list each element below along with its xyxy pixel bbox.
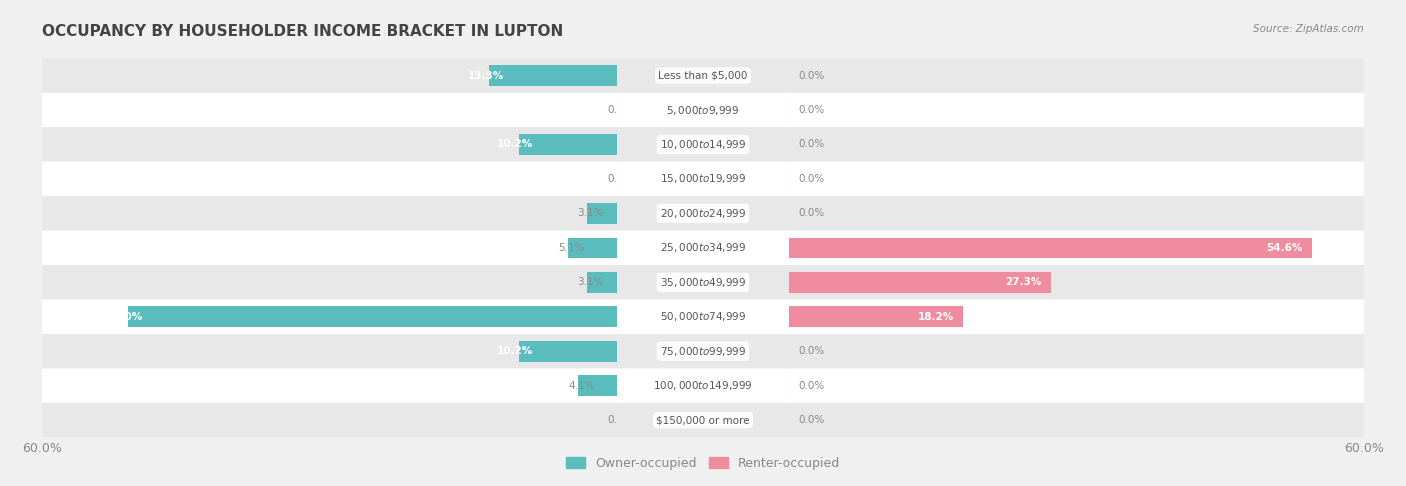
Bar xyxy=(588,203,617,224)
FancyBboxPatch shape xyxy=(789,127,1364,162)
Text: $20,000 to $24,999: $20,000 to $24,999 xyxy=(659,207,747,220)
FancyBboxPatch shape xyxy=(42,196,617,231)
Text: 27.3%: 27.3% xyxy=(1005,278,1040,287)
Text: $15,000 to $19,999: $15,000 to $19,999 xyxy=(659,173,747,186)
Text: 51.0%: 51.0% xyxy=(107,312,143,322)
FancyBboxPatch shape xyxy=(42,162,617,196)
Text: 4.1%: 4.1% xyxy=(568,381,595,391)
Text: $25,000 to $34,999: $25,000 to $34,999 xyxy=(659,242,747,254)
Text: Source: ZipAtlas.com: Source: ZipAtlas.com xyxy=(1253,24,1364,35)
Text: $5,000 to $9,999: $5,000 to $9,999 xyxy=(666,104,740,117)
Text: 5.1%: 5.1% xyxy=(558,243,585,253)
Text: 0.0%: 0.0% xyxy=(799,139,825,150)
FancyBboxPatch shape xyxy=(789,403,1364,437)
Bar xyxy=(588,272,617,293)
FancyBboxPatch shape xyxy=(617,265,789,299)
FancyBboxPatch shape xyxy=(617,127,789,162)
FancyBboxPatch shape xyxy=(617,162,789,196)
Text: 0.0%: 0.0% xyxy=(799,346,825,356)
Bar xyxy=(789,272,1050,293)
FancyBboxPatch shape xyxy=(617,58,789,93)
FancyBboxPatch shape xyxy=(789,162,1364,196)
Bar xyxy=(578,375,617,396)
Bar xyxy=(789,238,1312,258)
Text: 10.2%: 10.2% xyxy=(498,139,533,150)
Text: $100,000 to $149,999: $100,000 to $149,999 xyxy=(654,379,752,392)
FancyBboxPatch shape xyxy=(42,127,617,162)
Text: $50,000 to $74,999: $50,000 to $74,999 xyxy=(659,310,747,323)
Text: $10,000 to $14,999: $10,000 to $14,999 xyxy=(659,138,747,151)
FancyBboxPatch shape xyxy=(42,93,617,127)
FancyBboxPatch shape xyxy=(617,334,789,368)
Text: 10.2%: 10.2% xyxy=(498,346,533,356)
Text: 0.0%: 0.0% xyxy=(799,381,825,391)
FancyBboxPatch shape xyxy=(789,196,1364,231)
FancyBboxPatch shape xyxy=(617,196,789,231)
FancyBboxPatch shape xyxy=(42,58,617,93)
FancyBboxPatch shape xyxy=(789,231,1364,265)
Text: 0.0%: 0.0% xyxy=(799,105,825,115)
FancyBboxPatch shape xyxy=(42,403,617,437)
FancyBboxPatch shape xyxy=(42,334,617,368)
FancyBboxPatch shape xyxy=(789,93,1364,127)
FancyBboxPatch shape xyxy=(789,334,1364,368)
Bar xyxy=(568,238,617,258)
Bar xyxy=(789,307,963,327)
Text: 13.3%: 13.3% xyxy=(468,70,503,81)
Text: 54.6%: 54.6% xyxy=(1267,243,1302,253)
Legend: Owner-occupied, Renter-occupied: Owner-occupied, Renter-occupied xyxy=(561,452,845,475)
Bar xyxy=(519,341,617,362)
FancyBboxPatch shape xyxy=(789,299,1364,334)
FancyBboxPatch shape xyxy=(617,231,789,265)
Text: Less than $5,000: Less than $5,000 xyxy=(658,70,748,81)
FancyBboxPatch shape xyxy=(42,265,617,299)
Text: 3.1%: 3.1% xyxy=(578,208,605,218)
Text: $35,000 to $49,999: $35,000 to $49,999 xyxy=(659,276,747,289)
Text: 0.0%: 0.0% xyxy=(607,174,634,184)
Text: $150,000 or more: $150,000 or more xyxy=(657,415,749,425)
Text: OCCUPANCY BY HOUSEHOLDER INCOME BRACKET IN LUPTON: OCCUPANCY BY HOUSEHOLDER INCOME BRACKET … xyxy=(42,24,564,39)
Text: 0.0%: 0.0% xyxy=(607,105,634,115)
FancyBboxPatch shape xyxy=(617,299,789,334)
Text: 3.1%: 3.1% xyxy=(578,278,605,287)
Bar xyxy=(128,307,617,327)
FancyBboxPatch shape xyxy=(617,93,789,127)
FancyBboxPatch shape xyxy=(42,299,617,334)
FancyBboxPatch shape xyxy=(789,368,1364,403)
FancyBboxPatch shape xyxy=(42,368,617,403)
FancyBboxPatch shape xyxy=(617,403,789,437)
FancyBboxPatch shape xyxy=(617,368,789,403)
Text: 0.0%: 0.0% xyxy=(799,174,825,184)
Bar xyxy=(519,134,617,155)
Text: 0.0%: 0.0% xyxy=(799,208,825,218)
Text: 0.0%: 0.0% xyxy=(607,415,634,425)
Text: $75,000 to $99,999: $75,000 to $99,999 xyxy=(659,345,747,358)
FancyBboxPatch shape xyxy=(789,58,1364,93)
Text: 18.2%: 18.2% xyxy=(918,312,953,322)
FancyBboxPatch shape xyxy=(789,265,1364,299)
FancyBboxPatch shape xyxy=(42,231,617,265)
Text: 0.0%: 0.0% xyxy=(799,70,825,81)
Bar xyxy=(489,65,617,86)
Text: 0.0%: 0.0% xyxy=(799,415,825,425)
